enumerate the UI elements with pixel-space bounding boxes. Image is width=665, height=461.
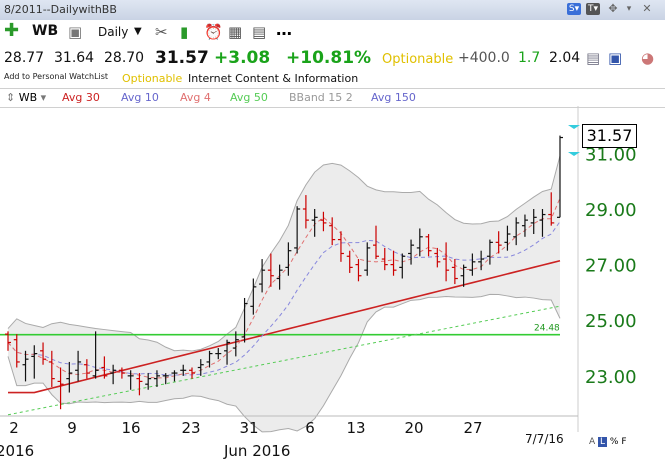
alarm-clock-icon[interactable]: ⏰ [204, 23, 223, 41]
x-tick-label: 16 [121, 419, 140, 437]
x-tick-label: 23 [181, 419, 200, 437]
window-titlebar: 8/2011--DailywithBB S▾ T▾ ✥ ▾ ✕ [0, 0, 665, 21]
legend-item-avg50[interactable]: Avg 50 [230, 91, 268, 104]
save-icon[interactable]: ▣ [608, 49, 623, 67]
move-icon[interactable]: ✥ [608, 2, 618, 15]
y-tick-label: 23.00 [585, 367, 637, 388]
x-tick-label: 2 [9, 419, 19, 437]
change-percent: +10.81% [286, 48, 372, 68]
cube-icon[interactable]: ▣ [68, 23, 83, 41]
optionable-tag: Optionable [122, 72, 183, 85]
stat-value-1: 1.7 [518, 50, 541, 66]
avg10-line [7, 221, 561, 376]
avg4-line [7, 197, 561, 379]
y-tick-label: 29.00 [585, 200, 637, 221]
s-badge-icon[interactable]: S▾ [567, 3, 581, 15]
x-tick-label: 31 [239, 419, 258, 437]
low-marker-icon [568, 152, 580, 156]
calendar-icon[interactable]: ▦ [228, 23, 243, 41]
current-date-label: 7/7/16 [525, 432, 564, 446]
palette-icon[interactable]: ◕ [641, 49, 655, 67]
close-icon[interactable]: ✕ [642, 2, 652, 15]
legend-item-avg4[interactable]: Avg 4 [180, 91, 211, 104]
change-value: +3.08 [214, 48, 271, 68]
x-tick-label: 20 [404, 419, 423, 437]
avg50-line [7, 305, 561, 416]
y-tick-label: 27.00 [585, 256, 637, 277]
month-label: 2016 [0, 442, 34, 460]
stat-value-2: 2.04 [549, 50, 581, 66]
t-badge-icon[interactable]: T▾ [586, 3, 600, 15]
horizontal-line-label: 24.48 [534, 324, 560, 334]
optionable-label: Optionable [382, 52, 454, 67]
timeframe-select[interactable]: Daily [98, 25, 129, 39]
x-tick-label: 13 [346, 419, 365, 437]
bband-fill [8, 155, 560, 432]
bband-lower [7, 293, 561, 433]
calculator-icon[interactable]: ▤ [252, 23, 267, 41]
legend-item-avg30[interactable]: Avg 30 [62, 91, 100, 104]
avg30-line [8, 259, 561, 394]
timeframe-chevron-down-icon[interactable]: ▼ [134, 26, 142, 37]
volume-change: +400.0 [458, 50, 510, 66]
industry-label: Internet Content & Information [188, 72, 359, 85]
window-title: 8/2011--DailywithBB [4, 3, 117, 16]
stack-icon[interactable]: ▤ [586, 49, 601, 67]
x-tick-label: 6 [305, 419, 315, 437]
symbol-field[interactable]: WB [32, 23, 59, 39]
view-mode-toggle[interactable]: A L % F [589, 437, 627, 447]
dropdown-icon[interactable]: ▾ [626, 4, 632, 14]
add-to-watchlist-link[interactable]: Add to Personal WatchList [4, 72, 109, 81]
x-tick-label: 27 [463, 419, 482, 437]
price-chart[interactable]: 24.48 23.00 25.00 27.00 29.00 31.00 2 9 16 23 31 6 1… [0, 106, 665, 461]
bband-upper [7, 155, 561, 352]
low-value: 28.70 [104, 50, 145, 66]
chart-toolbar: ✚ WB ▣ Daily ▼ ✂ ▮ ⏰ ▦ ▤ … [0, 20, 665, 46]
y-tick-label: 31.00 [585, 144, 637, 165]
legend-item-wb[interactable]: ⇕ WB ▾ [6, 91, 47, 104]
last-price-label: 31.57 [582, 124, 637, 148]
y-tick-label: 25.00 [585, 311, 637, 332]
legend-item-avg10[interactable]: Avg 10 [121, 91, 159, 104]
high-marker-icon [568, 125, 580, 129]
x-tick-label: 9 [67, 419, 77, 437]
legend-item-avg150[interactable]: Avg 150 [371, 91, 416, 104]
high-value: 31.64 [54, 50, 95, 66]
add-icon[interactable]: ✚ [4, 20, 20, 41]
indicator-legend: ⇕ WB ▾ Avg 30 Avg 10 Avg 4 Avg 50 BBand … [0, 88, 665, 108]
more-icon[interactable]: … [276, 20, 292, 39]
draw-tools-icon[interactable]: ✂ [155, 23, 168, 41]
legend-item-bband[interactable]: BBand 15 2 [289, 91, 353, 104]
open-value: 28.77 [4, 50, 45, 66]
indicators-icon[interactable]: ▮ [180, 23, 189, 41]
last-price: 31.57 [155, 48, 209, 68]
month-label: Jun 2016 [223, 442, 290, 460]
